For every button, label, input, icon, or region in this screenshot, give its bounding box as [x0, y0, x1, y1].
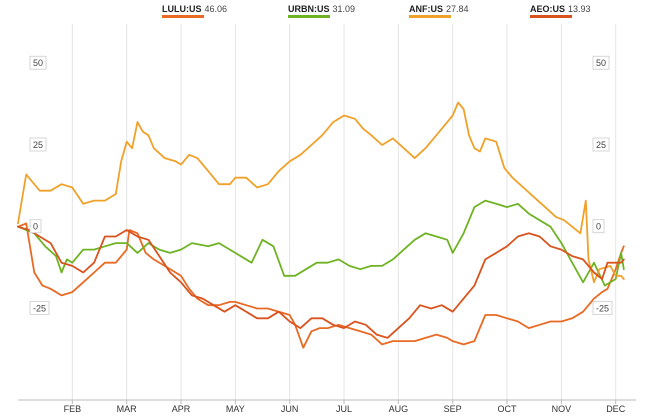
y-tick-right-0: 0 [592, 219, 605, 234]
x-tick-label-aug: AUG [389, 404, 409, 414]
x-tick-label-feb: FEB [64, 404, 82, 414]
y-tick-left-minus-25: -25 [29, 301, 50, 315]
y-tick-label-left: -25 [33, 303, 46, 313]
legend-swatch-anf-us [409, 15, 451, 18]
legend-label-urbn-us: URBN:US [288, 4, 330, 14]
legend-swatch-urbn-us [288, 15, 330, 18]
y-tick-box-right [592, 137, 610, 152]
x-tick-label-may: MAY [226, 404, 245, 414]
legend-value-urbn-us: 31.09 [333, 4, 356, 14]
y-tick-left-0: 0 [29, 219, 42, 234]
series-line-lulu-us [17, 222, 625, 349]
y-tick-label-left: 25 [33, 140, 43, 150]
y-tick-box-right [592, 301, 613, 315]
series-line-anf-us [17, 101, 625, 284]
y-tick-right-minus-25: -25 [592, 301, 613, 315]
legend-value-aeo-us: 13.93 [568, 4, 591, 14]
x-tick-label-jul: JUL [336, 404, 352, 414]
legend-label-aeo-us: AEO:US [530, 4, 565, 14]
x-tick-label-nov: NOV [552, 404, 572, 414]
legend: LULU:US 46.06 URBN:US 31.09 ANF:US 27.84 AEO:U… [162, 4, 591, 18]
legend-value-anf-us: 27.84 [446, 4, 469, 14]
y-tick-right-50: 50 [592, 55, 610, 70]
y-tick-box-left [29, 55, 47, 70]
y-tick-label-left: 50 [33, 58, 43, 68]
y-tick-right-25: 25 [592, 137, 610, 152]
y-tick-box-right [592, 55, 610, 70]
y-tick-label-left: 0 [33, 222, 38, 232]
legend-label-anf-us: ANF:US [409, 4, 443, 14]
x-tick-label-apr: APR [172, 404, 191, 414]
grid [71, 24, 617, 400]
legend-swatch-aeo-us [530, 15, 572, 18]
x-tick-label-jun: JUN [281, 404, 299, 414]
x-axis: FEB MAR APR MAY JUN JUL AUG SEP OCT NOV DEC [18, 399, 636, 414]
y-tick-label-right: 25 [596, 140, 606, 150]
series-line-urbn-us [17, 199, 625, 287]
y-tick-box-left [29, 219, 42, 234]
y-tick-label-right: -25 [596, 303, 609, 313]
y-tick-box-left [29, 301, 50, 315]
x-tick-label-mar: MAR [117, 404, 138, 414]
y-tick-box-right [592, 219, 605, 234]
series-lines [17, 101, 625, 349]
y-tick-label-right: 50 [596, 58, 606, 68]
x-tick-label-dec: DEC [606, 404, 626, 414]
x-tick-label-sep: SEP [444, 404, 462, 414]
y-tick-left-50: 50 [29, 55, 47, 70]
legend-swatch-lulu-us [162, 15, 204, 18]
legend-value-lulu-us: 46.06 [205, 4, 228, 14]
y-tick-left-25: 25 [29, 137, 47, 152]
series-line-aeo-us [17, 225, 625, 339]
y-tick-box-left [29, 137, 47, 152]
y-tick-label-right: 0 [596, 222, 601, 232]
legend-label-lulu-us: LULU:US [162, 4, 202, 14]
x-tick-label-oct: OCT [498, 404, 518, 414]
y-axis: 50 50 25 25 0 0 -25 -25 [29, 55, 613, 315]
